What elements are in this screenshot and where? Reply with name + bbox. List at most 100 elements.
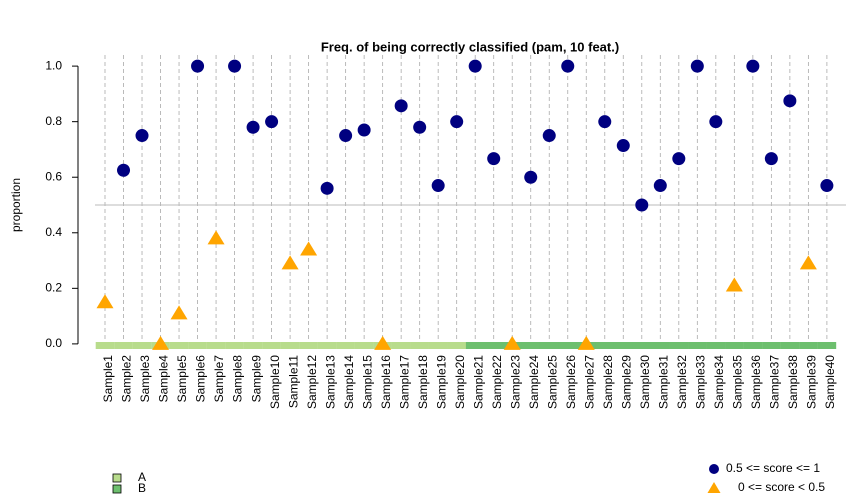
legend-label: 0 <= score < 0.5 (738, 480, 825, 494)
legend-swatch (112, 484, 122, 494)
x-tick-label: Sample30 (638, 355, 652, 409)
x-tick-label: Sample14 (342, 355, 356, 409)
group-bar (558, 342, 578, 349)
group-bar (447, 342, 466, 349)
x-tick-label: Sample40 (823, 355, 837, 409)
point (96, 294, 114, 309)
point (207, 230, 225, 245)
x-tick-label: Sample22 (490, 355, 504, 409)
point (598, 115, 612, 129)
x-tick-label: Sample26 (564, 355, 578, 409)
x-tick-label: Sample15 (360, 355, 374, 409)
group-bar (632, 342, 652, 349)
point (300, 241, 318, 256)
group-bar (725, 342, 744, 349)
group-bar (521, 342, 541, 349)
x-tick-label: Sample34 (712, 355, 726, 409)
x-tick-label: Sample9 (249, 355, 263, 403)
group-bar (428, 342, 448, 349)
point (450, 115, 464, 129)
y-axis-label: proportion (9, 178, 23, 232)
group-bar (317, 342, 337, 349)
x-tick-label: Sample32 (675, 355, 689, 409)
x-tick-label: Sample19 (434, 355, 448, 409)
point (799, 255, 817, 270)
point (228, 59, 242, 73)
point (265, 115, 279, 129)
group-bar (354, 342, 374, 349)
x-tick-label: Sample3 (138, 355, 152, 403)
point (191, 59, 205, 73)
point (783, 94, 797, 108)
x-tick-label: Sample24 (527, 355, 541, 409)
point (487, 152, 501, 166)
x-tick-label: Sample8 (231, 355, 245, 403)
group-bar (539, 342, 559, 349)
point (170, 305, 188, 320)
group-bar (484, 342, 504, 349)
group-bar (188, 342, 207, 349)
point (524, 170, 538, 184)
x-tick-label: Sample13 (323, 355, 337, 409)
group-bar (651, 342, 670, 349)
point (413, 120, 427, 134)
point (542, 129, 556, 143)
point (281, 255, 299, 270)
x-tick-label: Sample7 (212, 355, 226, 403)
x-tick-label: Sample21 (471, 355, 485, 409)
group-bar (391, 342, 411, 349)
group-bar (817, 342, 837, 349)
point (117, 163, 131, 177)
x-tick-label: Sample5 (175, 355, 189, 403)
group-bar (613, 342, 633, 349)
y-tick-label: 0.0 (45, 336, 62, 350)
group-bar (299, 342, 318, 349)
point (764, 152, 778, 166)
group-bar (114, 342, 133, 349)
point (690, 59, 704, 73)
group-bar (169, 342, 189, 349)
point (357, 123, 371, 137)
x-tick-label: Sample31 (656, 355, 670, 409)
x-tick-label: Sample37 (768, 355, 782, 409)
chart-title: Freq. of being correctly classified (pam… (321, 39, 619, 54)
point (339, 129, 353, 143)
x-tick-label: Sample16 (379, 355, 393, 409)
group-bar (243, 342, 263, 349)
group-bar (595, 342, 615, 349)
point (503, 335, 521, 350)
group-bar (688, 342, 707, 349)
group-bar (206, 342, 226, 349)
x-tick-label: Sample11 (286, 355, 300, 408)
x-tick-label: Sample28 (601, 355, 615, 409)
x-tick-label: Sample18 (416, 355, 430, 409)
point (577, 335, 595, 350)
x-tick-label: Sample33 (693, 355, 707, 409)
group-bar (743, 342, 763, 349)
point (152, 335, 170, 350)
group-bar (780, 342, 800, 349)
group-bar (132, 342, 152, 349)
y-tick-label: 1.0 (45, 58, 62, 72)
group-bar (465, 342, 485, 349)
point (725, 277, 743, 292)
point (468, 59, 482, 73)
group-bar (95, 342, 115, 349)
x-tick-label: Sample29 (619, 355, 633, 409)
x-tick-label: Sample27 (582, 355, 596, 409)
point (431, 179, 445, 193)
legend-label: 0.5 <= score <= 1 (726, 461, 820, 475)
y-tick-label: 0.8 (45, 114, 62, 128)
group-bar (262, 342, 281, 349)
group-bar (280, 342, 300, 349)
group-bar (225, 342, 244, 349)
x-tick-label: Sample23 (508, 355, 522, 409)
point (246, 120, 260, 134)
x-tick-label: Sample20 (453, 355, 467, 409)
x-tick-label: Sample4 (157, 355, 171, 403)
point (616, 139, 630, 153)
legend-label: B (138, 481, 146, 495)
legend-marker (707, 482, 721, 493)
y-tick-label: 0.4 (45, 225, 62, 239)
